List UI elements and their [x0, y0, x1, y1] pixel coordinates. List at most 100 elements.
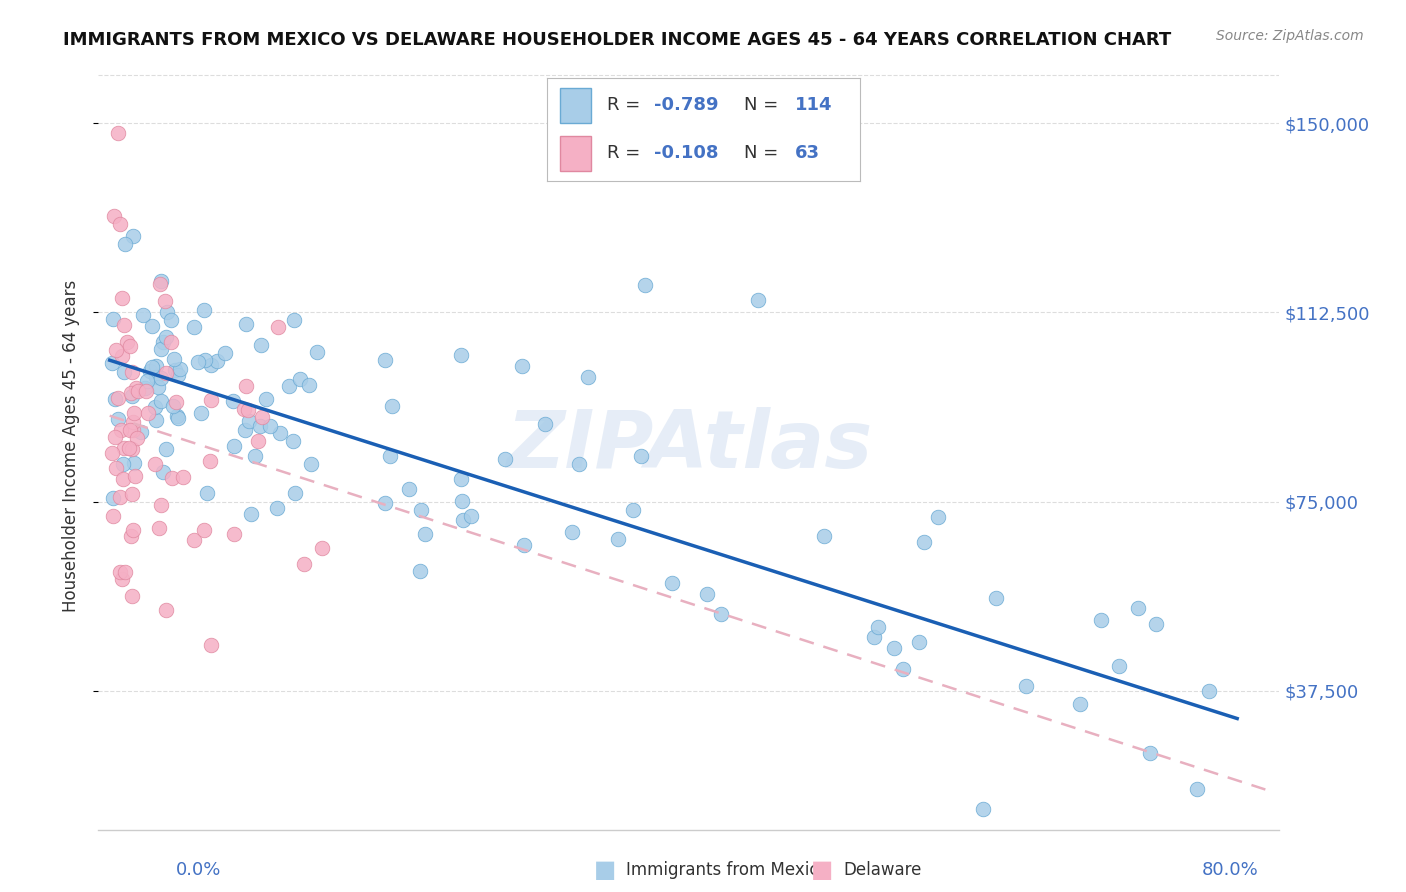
Point: [118, 441, 141, 455]
Point: [198, 454, 221, 468]
Point: [127, 384, 149, 399]
Point: [107, 391, 129, 405]
Point: [696, 587, 718, 601]
Point: [254, 392, 277, 406]
Point: [122, 416, 145, 430]
Point: [121, 589, 143, 603]
Point: [124, 406, 146, 420]
Point: [135, 384, 157, 398]
Point: [190, 406, 212, 420]
Point: [136, 374, 159, 388]
Point: [381, 399, 404, 413]
Point: [112, 441, 135, 455]
Point: [122, 229, 145, 244]
Point: [576, 370, 599, 384]
Point: [150, 394, 173, 409]
Point: [247, 434, 270, 449]
Point: [100, 356, 122, 370]
Point: [299, 457, 322, 471]
Point: [250, 410, 273, 425]
Point: [494, 452, 516, 467]
Point: [108, 217, 131, 231]
Point: [124, 469, 146, 483]
Point: [307, 345, 329, 359]
Point: [150, 274, 173, 288]
Point: [111, 572, 134, 586]
Point: [150, 498, 173, 512]
Point: [121, 389, 143, 403]
Point: [868, 620, 890, 634]
Point: [152, 334, 174, 349]
Point: [169, 362, 191, 376]
Point: [451, 512, 474, 526]
Point: [121, 442, 143, 456]
Point: [710, 607, 733, 621]
Point: [267, 320, 290, 334]
Point: [193, 523, 215, 537]
Point: [222, 527, 245, 541]
Point: [104, 392, 127, 406]
Point: [111, 349, 134, 363]
Point: [513, 538, 536, 552]
Point: [155, 330, 177, 344]
Point: [311, 541, 333, 555]
Point: [195, 485, 218, 500]
Point: [141, 318, 163, 333]
Point: [460, 509, 482, 524]
Point: [111, 291, 134, 305]
Text: Source: ZipAtlas.com: Source: ZipAtlas.com: [1216, 29, 1364, 43]
Point: [277, 379, 299, 393]
Point: [891, 661, 914, 675]
Point: [187, 355, 209, 369]
Point: [243, 450, 266, 464]
Point: [235, 378, 257, 392]
Point: [103, 209, 125, 223]
Point: [152, 465, 174, 479]
Point: [166, 410, 188, 425]
Text: ■: ■: [811, 858, 834, 881]
Point: [927, 510, 949, 524]
Point: [193, 303, 215, 318]
Point: [101, 491, 124, 505]
Point: [378, 449, 401, 463]
Point: [266, 501, 288, 516]
Point: [374, 496, 396, 510]
Point: [110, 423, 132, 437]
Point: [630, 449, 652, 463]
Point: [172, 469, 194, 483]
Point: [153, 294, 176, 309]
Point: [908, 634, 931, 648]
Point: [813, 529, 835, 543]
Point: [107, 126, 129, 140]
Point: [118, 423, 141, 437]
Point: [238, 414, 260, 428]
Point: [107, 412, 129, 426]
Point: [139, 364, 162, 378]
Point: [117, 334, 139, 349]
Point: [145, 370, 167, 384]
Point: [281, 434, 304, 448]
Point: [409, 503, 432, 517]
Point: [124, 380, 146, 394]
Point: [288, 372, 311, 386]
Point: [984, 591, 1007, 605]
Point: [111, 457, 134, 471]
Point: [122, 456, 145, 470]
Point: [112, 365, 135, 379]
Point: [912, 535, 935, 549]
Point: [183, 533, 205, 547]
Point: [239, 507, 262, 521]
Point: [105, 343, 128, 357]
Point: [200, 358, 222, 372]
Point: [100, 446, 122, 460]
Point: [533, 417, 555, 431]
Point: [747, 293, 769, 307]
Point: [1108, 658, 1130, 673]
Point: [145, 359, 167, 373]
Point: [162, 352, 184, 367]
Point: [132, 308, 155, 322]
Point: [249, 419, 271, 434]
Y-axis label: Householder Income Ages 45 - 64 years: Householder Income Ages 45 - 64 years: [62, 280, 80, 612]
Point: [166, 368, 188, 382]
Point: [155, 442, 177, 456]
